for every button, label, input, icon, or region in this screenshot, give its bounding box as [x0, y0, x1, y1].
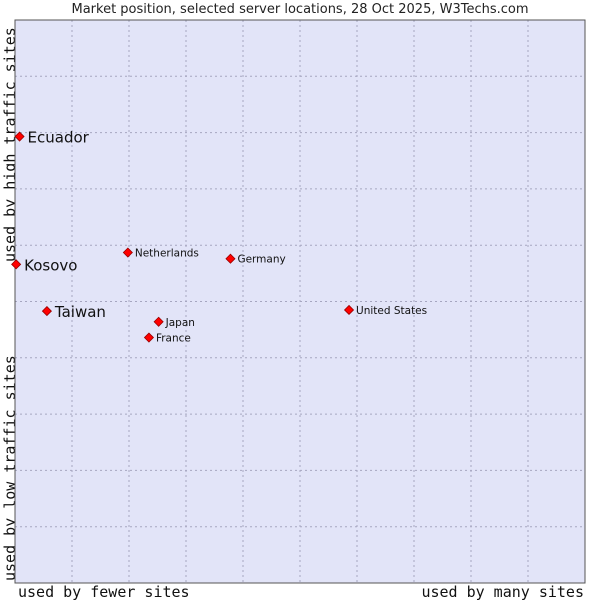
label-taiwan: Taiwan	[54, 303, 106, 321]
point-united-states: United States	[343, 304, 427, 317]
label-ecuador: Ecuador	[28, 129, 90, 147]
grid	[15, 20, 585, 583]
marker-germany	[225, 253, 236, 264]
label-germany: Germany	[237, 254, 285, 266]
label-japan: Japan	[165, 317, 195, 329]
marker-japan	[153, 316, 164, 327]
marker-france	[143, 332, 155, 343]
point-kosovo: Kosovo	[11, 256, 77, 274]
marker-taiwan	[41, 306, 52, 317]
data-points: Ecuador Kosovo Taiwan Netherlands Germany Uni…	[11, 129, 427, 345]
point-ecuador: Ecuador	[14, 129, 90, 147]
label-france: France	[156, 333, 191, 345]
point-netherlands: Netherlands	[122, 247, 199, 260]
label-united-states: United States	[356, 305, 427, 317]
marker-united-states	[343, 304, 355, 316]
marker-netherlands	[122, 247, 133, 258]
marker-ecuador	[14, 131, 25, 142]
point-japan: Japan	[153, 316, 195, 329]
label-netherlands: Netherlands	[135, 248, 199, 260]
point-taiwan: Taiwan	[41, 303, 106, 321]
point-germany: Germany	[225, 253, 286, 266]
marker-kosovo	[11, 259, 22, 270]
x-axis-label-right: used by many sites	[421, 583, 584, 601]
point-france: France	[143, 332, 191, 345]
x-axis-label-left: used by fewer sites	[18, 583, 190, 601]
plot-border	[14, 19, 586, 584]
chart-title: Market position, selected server locatio…	[71, 2, 529, 17]
label-kosovo: Kosovo	[24, 256, 77, 274]
